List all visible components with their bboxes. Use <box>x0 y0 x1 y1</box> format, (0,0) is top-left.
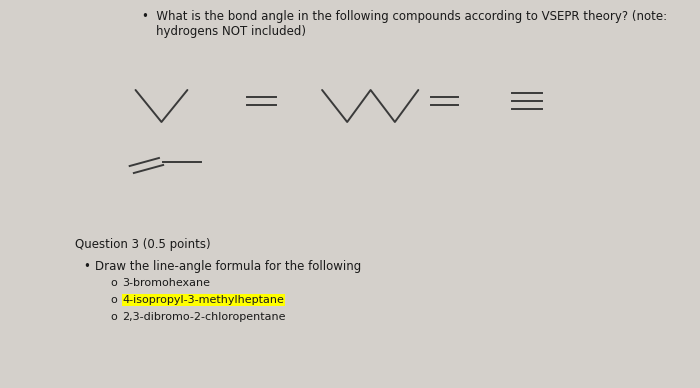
Text: hydrogens NOT included): hydrogens NOT included) <box>155 25 306 38</box>
Text: Question 3 (0.5 points): Question 3 (0.5 points) <box>76 238 211 251</box>
Text: 3-bromohexane: 3-bromohexane <box>122 278 210 288</box>
Text: o: o <box>111 295 117 305</box>
Text: 4-isopropyl-3-methylheptane: 4-isopropyl-3-methylheptane <box>122 295 284 305</box>
Text: 2,3-dibromo-2-chloropentane: 2,3-dibromo-2-chloropentane <box>122 312 286 322</box>
Text: •  What is the bond angle in the following compounds according to VSEPR theory? : • What is the bond angle in the followin… <box>142 10 667 23</box>
Text: •: • <box>84 260 90 273</box>
Text: Draw the line-angle formula for the following: Draw the line-angle formula for the foll… <box>95 260 362 273</box>
Text: o: o <box>111 312 117 322</box>
Text: o: o <box>111 278 117 288</box>
